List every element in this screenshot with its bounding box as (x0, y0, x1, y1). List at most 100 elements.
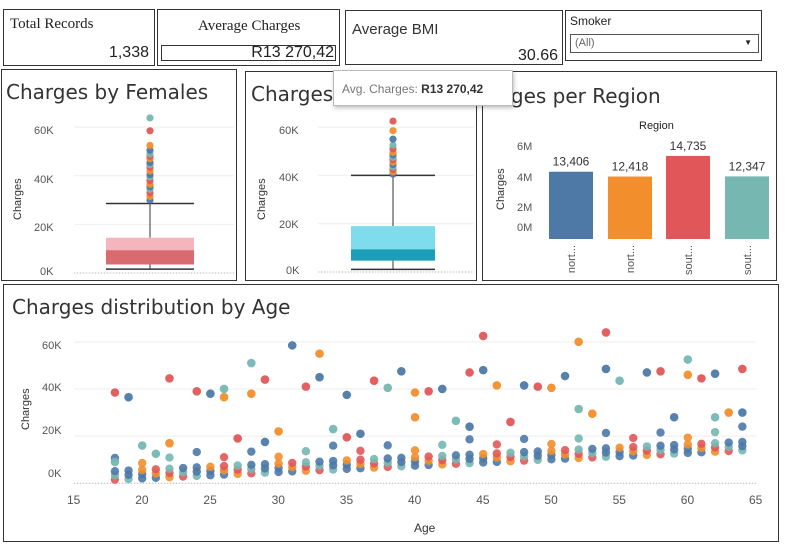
scatter-band-point (151, 465, 161, 474)
scatter-band-point (165, 464, 174, 473)
charges-ytick-60k: 60K (279, 125, 299, 137)
scatter-point-northeast (519, 381, 529, 390)
scatter-band-point (724, 438, 733, 447)
females-boxplot-card: Charges by Females Charges 60K 40K 20K 0… (1, 69, 237, 281)
scatter-band-point (328, 441, 338, 450)
scatter-point-northwest (547, 383, 556, 393)
scatter-band-point (683, 440, 692, 449)
region-bar-plot: 13,406 nort... 12,418 nort... 14,735 sout... 1… (549, 139, 769, 275)
scatter-point-northwest (574, 337, 583, 347)
scatter-xtick: 40 (408, 493, 422, 507)
scatter-band-point (601, 444, 611, 453)
scatter-point-southeast (260, 375, 270, 384)
scatter-band-point (124, 466, 133, 475)
females-box-lower (106, 250, 194, 265)
scatter-band-point (356, 446, 365, 455)
total-records-value: 1,338 (108, 44, 149, 61)
scatter-point-northeast (560, 371, 570, 381)
smoker-filter-label: Smoker (570, 14, 612, 28)
scatter-band-point (465, 450, 474, 459)
smoker-filter-value: (All) (575, 37, 595, 49)
region-bar-1 (549, 171, 593, 239)
charges-ytick-0k: 0K (286, 265, 300, 277)
scatter-point-southeast (369, 376, 379, 386)
scatter-band-point (369, 454, 379, 464)
age-scatter-card: Charges distribution by Age Charges 60K … (3, 284, 779, 542)
scatter-band-point (601, 428, 611, 438)
scatter-xtick: 15 (67, 493, 81, 507)
scatter-band-point (219, 452, 229, 462)
scatter-point-southeast (301, 382, 311, 391)
females-boxplot-plot (74, 114, 234, 274)
scatter-band-point (738, 437, 747, 447)
total-records-label: Total Records (10, 16, 94, 32)
scatter-point-southeast (165, 374, 174, 383)
scatter-band-point (356, 455, 365, 464)
region-bar-title: rges per Region (503, 84, 661, 108)
charges-box-lower (351, 249, 435, 261)
scatter-band-point (669, 440, 679, 450)
scatter-band-point (642, 442, 652, 451)
region-category-label: sout... (742, 245, 754, 275)
females-outlier-point (146, 127, 154, 135)
scatter-xlabel: Age (414, 521, 436, 535)
scatter-point-northeast (397, 367, 406, 376)
scatter-band-point (165, 453, 174, 462)
scatter-point-southeast (110, 388, 120, 397)
charges-boxplot-title: Charges (251, 82, 334, 106)
scatter-band-point (138, 458, 147, 468)
scatter-band-point (492, 449, 502, 458)
scatter-band-point (192, 463, 201, 472)
region-bar-value-label: 12,418 (612, 160, 649, 174)
tooltip-label: Avg. Charges: (342, 82, 418, 96)
scatter-band-point (547, 446, 556, 456)
scatter-band-point (383, 441, 392, 450)
scatter-point-southeast (656, 367, 665, 376)
region-ytick-0m: 0M (517, 222, 533, 234)
scatter-ytick-20k: 20K (42, 425, 62, 437)
scatter-band-point (219, 461, 229, 471)
region-bar-3 (666, 155, 710, 239)
region-ytick-6m: 6M (517, 141, 533, 153)
scatter-point-southeast (533, 382, 543, 391)
scatter-point-northwest (683, 370, 693, 380)
females-ytick-20k: 20K (34, 222, 54, 234)
smoker-filter-dropdown[interactable]: (All) ▼ (570, 34, 759, 53)
scatter-band-point (288, 458, 297, 468)
age-scatter-title: Charges distribution by Age (12, 295, 291, 319)
scatter-band-point (710, 439, 720, 448)
scatter-point-northeast (437, 384, 447, 394)
scatter-point-southeast (478, 331, 488, 341)
scatter-ytick-0k: 0K (48, 468, 62, 480)
tooltip-value: R13 270,42 (421, 82, 484, 96)
scatter-xtick: 55 (612, 493, 626, 507)
scatter-band-point (274, 452, 283, 461)
scatter-band-point (451, 451, 461, 460)
scatter-band-point (438, 451, 447, 461)
scatter-band-point (410, 446, 420, 455)
scatter-band-point (479, 449, 488, 459)
scatter-point-northwest (315, 349, 324, 358)
region-bar-value-label: 14,735 (670, 139, 707, 153)
region-category-label: nort... (625, 245, 637, 273)
scatter-band-point (574, 445, 583, 454)
region-category-label: nort... (566, 245, 578, 273)
scatter-band-point (738, 422, 747, 431)
scatter-band-point (138, 465, 147, 475)
scatter-point-northwest (165, 438, 174, 448)
scatter-point-southwest (574, 404, 583, 414)
scatter-band-point (519, 447, 529, 457)
avg-charges-tooltip: Avg. Charges: R13 270,42 (333, 70, 513, 106)
scatter-point-southeast (192, 387, 202, 396)
age-scatter-plot (74, 328, 756, 484)
scatter-point-southwest (710, 412, 720, 422)
scatter-xtick: 50 (544, 493, 558, 507)
scatter-band-point (342, 456, 351, 465)
scatter-band-point (656, 428, 665, 437)
scatter-point-northeast (465, 422, 474, 431)
scatter-point-southwest (110, 457, 120, 467)
scatter-band-point (301, 458, 311, 467)
average-bmi-value: 30.66 (517, 47, 558, 64)
scatter-point-northeast (478, 365, 488, 375)
average-charges-highlight[interactable] (161, 45, 336, 61)
